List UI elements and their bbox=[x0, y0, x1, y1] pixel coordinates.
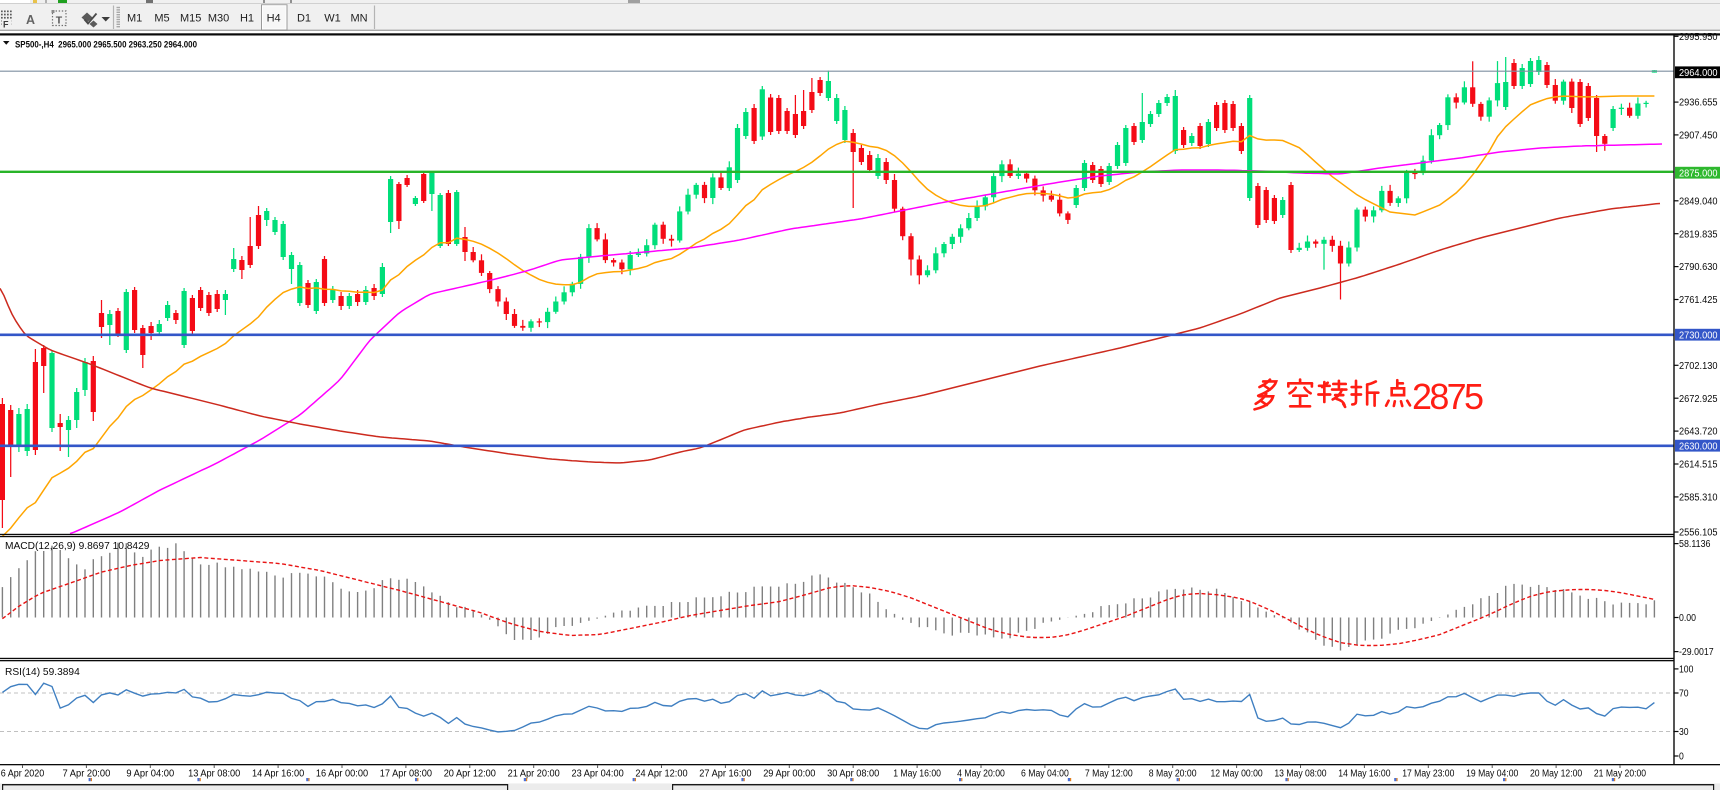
svg-text:H1: H1 bbox=[240, 13, 254, 25]
svg-text:20 Apr 12:00: 20 Apr 12:00 bbox=[444, 769, 497, 780]
svg-text:58.1136: 58.1136 bbox=[1679, 539, 1711, 550]
svg-text:M15: M15 bbox=[180, 13, 201, 25]
svg-text:13 May 08:00: 13 May 08:00 bbox=[1274, 769, 1327, 780]
svg-text:14 Apr 16:00: 14 Apr 16:00 bbox=[252, 769, 305, 780]
svg-text:12 May 00:00: 12 May 00:00 bbox=[1211, 769, 1264, 780]
svg-text:2702.130: 2702.130 bbox=[1679, 361, 1718, 372]
svg-text:T: T bbox=[56, 15, 63, 27]
svg-text:27 Apr 16:00: 27 Apr 16:00 bbox=[699, 769, 752, 780]
svg-text:H4: H4 bbox=[267, 13, 281, 25]
svg-text:7 May 12:00: 7 May 12:00 bbox=[1085, 769, 1133, 780]
svg-text:9 Apr 04:00: 9 Apr 04:00 bbox=[126, 769, 174, 780]
svg-text:2585.310: 2585.310 bbox=[1679, 493, 1718, 504]
svg-text:14 May 16:00: 14 May 16:00 bbox=[1338, 769, 1391, 780]
svg-text:6 May 04:00: 6 May 04:00 bbox=[1021, 769, 1069, 780]
svg-text:2630.000: 2630.000 bbox=[1679, 441, 1718, 452]
svg-text:2819.835: 2819.835 bbox=[1679, 229, 1718, 240]
svg-text:4 May 20:00: 4 May 20:00 bbox=[957, 769, 1005, 780]
svg-text:F: F bbox=[3, 20, 9, 30]
svg-text:21 May 20:00: 21 May 20:00 bbox=[1594, 769, 1647, 780]
svg-text:2936.655: 2936.655 bbox=[1679, 98, 1718, 109]
svg-text:30 Apr 08:00: 30 Apr 08:00 bbox=[827, 769, 880, 780]
svg-text:0: 0 bbox=[1679, 752, 1684, 763]
svg-text:100: 100 bbox=[1679, 665, 1694, 676]
svg-text:2849.040: 2849.040 bbox=[1679, 196, 1718, 207]
svg-text:M5: M5 bbox=[154, 13, 169, 25]
svg-text:16 Apr 00:00: 16 Apr 00:00 bbox=[316, 769, 369, 780]
svg-text:0.00: 0.00 bbox=[1679, 613, 1696, 624]
svg-text:23 Apr 04:00: 23 Apr 04:00 bbox=[572, 769, 625, 780]
svg-text:RSI(14) 59.3894: RSI(14) 59.3894 bbox=[5, 667, 80, 678]
svg-text:19 May 04:00: 19 May 04:00 bbox=[1466, 769, 1519, 780]
svg-text:2875.000: 2875.000 bbox=[1679, 168, 1718, 179]
svg-text:2730.000: 2730.000 bbox=[1679, 330, 1718, 341]
svg-text:8 May 20:00: 8 May 20:00 bbox=[1149, 769, 1197, 780]
svg-text:A: A bbox=[26, 13, 35, 27]
svg-text:W1: W1 bbox=[324, 13, 341, 25]
svg-text:2995.950: 2995.950 bbox=[1679, 32, 1718, 43]
svg-text:2790.630: 2790.630 bbox=[1679, 262, 1718, 273]
svg-text:MN: MN bbox=[350, 13, 367, 25]
svg-text:M30: M30 bbox=[208, 13, 229, 25]
svg-text:6 Apr 2020: 6 Apr 2020 bbox=[1, 769, 45, 780]
svg-text:D1: D1 bbox=[297, 13, 311, 25]
svg-text:70: 70 bbox=[1679, 689, 1689, 700]
svg-text:2761.425: 2761.425 bbox=[1679, 295, 1718, 306]
svg-text:2614.515: 2614.515 bbox=[1679, 460, 1718, 471]
svg-text:2907.450: 2907.450 bbox=[1679, 131, 1718, 142]
svg-text:SP500-,H4 2965.000 2965.500 2: SP500-,H4 2965.000 2965.500 2963.250 296… bbox=[15, 40, 197, 51]
svg-text:2964.000: 2964.000 bbox=[1679, 68, 1718, 79]
svg-text:2875: 2875 bbox=[1412, 376, 1484, 417]
svg-text:20 May 12:00: 20 May 12:00 bbox=[1530, 769, 1583, 780]
svg-text:2672.925: 2672.925 bbox=[1679, 394, 1718, 405]
svg-text:13 Apr 08:00: 13 Apr 08:00 bbox=[188, 769, 241, 780]
svg-text:24 Apr 12:00: 24 Apr 12:00 bbox=[635, 769, 688, 780]
svg-text:29 Apr 00:00: 29 Apr 00:00 bbox=[763, 769, 816, 780]
svg-text:-29.0017: -29.0017 bbox=[1679, 647, 1714, 658]
svg-text:MACD(12,26,9) 9.8697 10.8429: MACD(12,26,9) 9.8697 10.8429 bbox=[5, 541, 150, 552]
svg-text:21 Apr 20:00: 21 Apr 20:00 bbox=[508, 769, 561, 780]
svg-text:17 May 23:00: 17 May 23:00 bbox=[1402, 769, 1455, 780]
svg-text:M1: M1 bbox=[127, 13, 142, 25]
svg-text:2643.720: 2643.720 bbox=[1679, 427, 1718, 438]
svg-text:1 May 16:00: 1 May 16:00 bbox=[893, 769, 941, 780]
svg-text:17 Apr 08:00: 17 Apr 08:00 bbox=[380, 769, 433, 780]
svg-text:30: 30 bbox=[1679, 727, 1689, 738]
svg-text:7 Apr 20:00: 7 Apr 20:00 bbox=[63, 769, 111, 780]
svg-text:2556.105: 2556.105 bbox=[1679, 528, 1718, 539]
